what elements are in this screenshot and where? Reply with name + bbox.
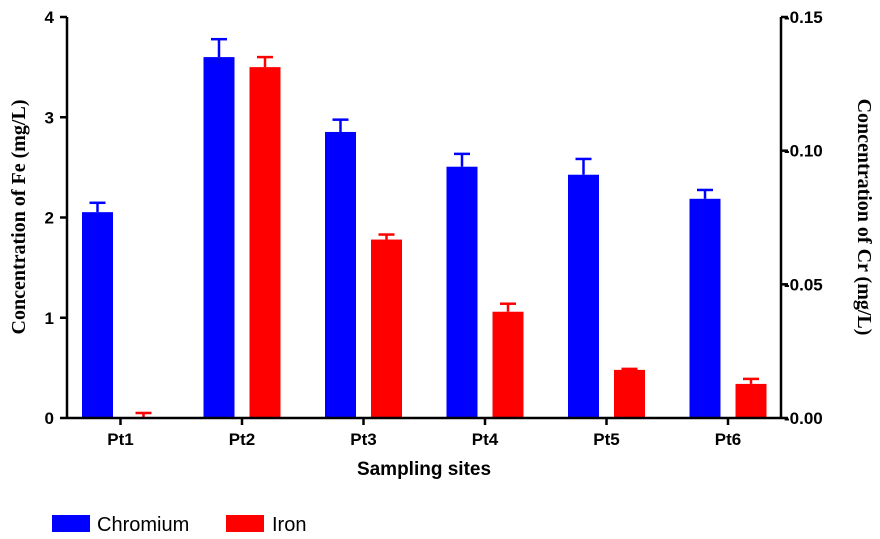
bar-iron-pt3 (371, 239, 402, 418)
right-y-tick-label: -0.15 (784, 8, 823, 27)
error-bars-layer (89, 37, 759, 417)
x-axis-title: Sampling sites (357, 459, 491, 480)
bar-chromium-pt4 (446, 166, 478, 418)
left-y-tick-label: 3 (45, 108, 54, 127)
right-y-tick-label: -0.05 (784, 275, 823, 294)
bar-chromium-pt5 (568, 174, 599, 418)
left-y-tick-label: 1 (45, 309, 54, 328)
bar-iron-pt4 (492, 311, 524, 418)
bar-chromium-pt6 (689, 198, 721, 418)
x-tick-label-pt4: Pt4 (472, 430, 499, 449)
bars-layer (82, 57, 767, 418)
left-y-tick-label: 2 (45, 209, 54, 228)
x-tick-label-pt5: Pt5 (593, 430, 619, 449)
x-tick-label-pt3: Pt3 (350, 430, 376, 449)
bar-chromium-pt1 (82, 212, 113, 418)
bar-iron-pt2 (249, 67, 281, 418)
legend: Chromium Iron (52, 514, 306, 536)
bar-chromium-pt3 (325, 131, 356, 418)
bar-iron-pt6 (735, 383, 767, 418)
x-tick-label-pt2: Pt2 (229, 430, 255, 449)
left-y-tick-label: 0 (45, 409, 54, 428)
x-tick-label-pt6: Pt6 (715, 430, 741, 449)
right-y-tick-label: -0.10 (784, 142, 823, 161)
left-y-axis-title: Concentration of Fe (mg/L) (8, 100, 30, 335)
x-tick-label-pt1: Pt1 (107, 430, 133, 449)
axes-layer (65, 17, 783, 420)
ticks-layer: Pt1 Pt2 Pt3 Pt4 Pt5 Pt6 0 1 2 3 4 -0.00 -0.05 -0.10 -0… (45, 8, 823, 449)
right-y-tick-label: -0.00 (784, 409, 823, 428)
bar-iron-pt5 (614, 369, 645, 418)
left-y-tick-label: 4 (45, 8, 55, 27)
legend-swatch-iron (226, 515, 264, 532)
legend-label-chromium: Chromium (97, 514, 189, 536)
legend-label-iron: Iron (272, 514, 306, 536)
legend-swatch-chromium (52, 515, 90, 532)
right-y-axis-title: Concentration of Cr (mg/L) (853, 99, 875, 336)
bar-chromium-pt2 (203, 57, 235, 418)
